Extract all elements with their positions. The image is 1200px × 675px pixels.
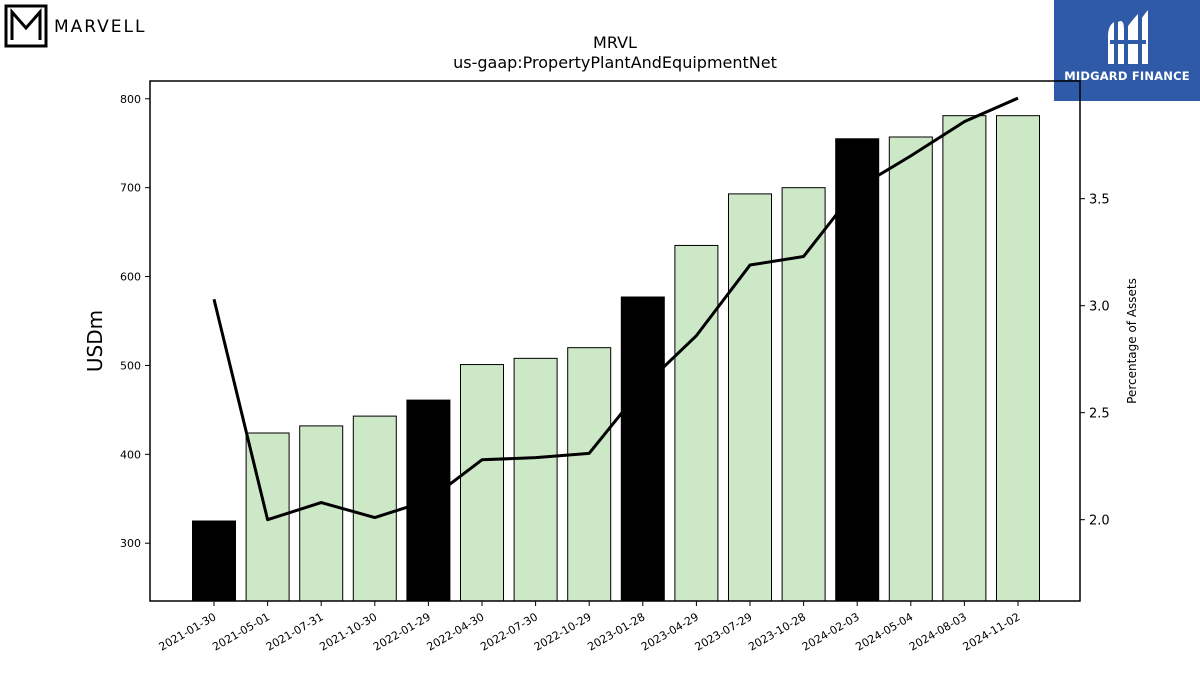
marvell-logo: MARVELL: [4, 4, 164, 48]
x-tick-label: 2021-05-01: [210, 610, 272, 653]
x-axis: 2021-01-302021-05-012021-07-312021-10-30…: [157, 601, 1023, 654]
bar-2023-01-28: [620, 296, 665, 602]
bar-2023-04-29: [674, 244, 719, 602]
y2-axis-label: Percentage of Assets: [1125, 278, 1139, 404]
x-tick-label: 2021-01-30: [157, 610, 219, 653]
x-tick-label: 2023-07-29: [693, 610, 755, 653]
y-tick-label: 300: [120, 537, 141, 550]
bar-2024-02-03: [835, 138, 880, 602]
y-tick-label: 800: [120, 93, 141, 106]
x-tick-label: 2022-10-29: [532, 610, 594, 653]
bar-2022-10-29: [567, 347, 612, 602]
x-tick-label: 2024-08-03: [907, 610, 969, 653]
bar-2021-10-30: [352, 415, 397, 602]
x-tick-label: 2022-07-30: [478, 610, 540, 653]
x-tick-label: 2024-02-03: [800, 610, 862, 653]
bar-2023-07-29: [728, 193, 772, 602]
y-axis-label: USDm: [83, 310, 107, 372]
y2-tick-label: 2.5: [1089, 407, 1110, 422]
bar-2021-07-31: [299, 425, 344, 602]
y2-tick-label: 2.0: [1089, 514, 1110, 529]
chart-subtitle: us-gaap:PropertyPlantAndEquipmentNet: [453, 53, 777, 72]
midgard-finance-logo: MIDGARD FINANCE: [1054, 0, 1200, 101]
y2-tick-label: 3.5: [1089, 193, 1110, 208]
x-tick-label: 2023-10-28: [746, 610, 808, 653]
percentage-of-assets-line: [212, 96, 1019, 522]
midgard-logo-mark: [1108, 10, 1148, 64]
y-tick-label: 600: [120, 271, 141, 284]
y-axis-right: 2.0 2.5 3.0 3.5: [1080, 193, 1110, 529]
x-tick-label: 2021-10-30: [317, 610, 379, 653]
plot-frame: [149, 80, 1081, 602]
bar-2022-07-30: [513, 357, 558, 602]
y2-tick-label: 3.0: [1089, 300, 1110, 315]
chart-title: MRVL: [593, 33, 637, 52]
marvell-logo-mark: MARVELL: [4, 4, 147, 48]
midgard-logo-text: MIDGARD FINANCE: [1064, 69, 1190, 83]
bar-2024-08-03: [942, 115, 987, 602]
x-tick-label: 2024-11-02: [961, 610, 1023, 653]
y-axis-left: 300 400 500 600 700 800: [120, 93, 150, 550]
bar-2024-05-04: [888, 136, 933, 602]
x-tick-label: 2021-07-31: [264, 610, 326, 653]
bar-series: [192, 115, 1040, 602]
x-tick-label: 2022-04-30: [425, 610, 487, 653]
line-series: [212, 96, 1019, 522]
x-tick-label: 2022-01-29: [371, 610, 433, 653]
bar-2024-11-02: [996, 115, 1040, 602]
bar-2022-04-30: [460, 364, 504, 602]
y-tick-label: 400: [120, 448, 141, 461]
bar-2021-01-30: [192, 520, 236, 602]
marvell-logo-text: MARVELL: [54, 17, 147, 37]
x-tick-label: 2023-04-29: [639, 610, 701, 653]
x-tick-label: 2024-05-04: [853, 610, 915, 653]
bar-2023-10-28: [781, 187, 826, 602]
y-tick-label: 700: [120, 182, 141, 195]
x-tick-label: 2023-01-28: [585, 610, 647, 653]
y-tick-label: 500: [120, 359, 141, 372]
